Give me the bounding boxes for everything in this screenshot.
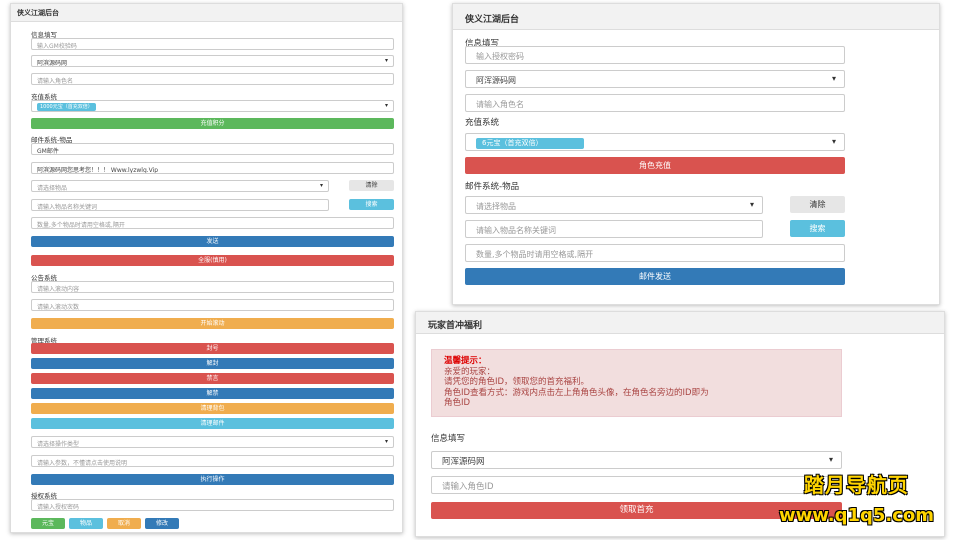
item-search-input[interactable]: 请输入物品名称关键词 [31, 199, 329, 211]
alert-line: 亲爱的玩家： [444, 366, 496, 377]
clear-button[interactable]: 清除 [790, 196, 845, 213]
info-label: 信息填写 [431, 434, 466, 444]
clear-button[interactable]: 清除 [349, 180, 394, 191]
quantity-input[interactable]: 数量,多个物品时请用空格或,隔开 [465, 244, 845, 262]
recharge-label: 充值系统 [31, 93, 57, 101]
recharge-tag: 6元宝（首充双倍） [476, 138, 584, 149]
panel-a-title: 侠义江湖后台 [11, 4, 402, 22]
notice-alert: 温馨提示： 亲爱的玩家： 请凭您的角色ID，领取您的首充福利。 角色ID查看方式… [431, 349, 842, 417]
op-param-input[interactable]: 请输入参数，不懂请点击使用说明 [31, 455, 394, 467]
recharge-button[interactable]: 角色充值 [465, 157, 845, 174]
panel-first-recharge: 玩家首冲福利 温馨提示： 亲爱的玩家： 请凭您的角色ID，领取您的首充福利。 角… [415, 311, 945, 537]
unmute-button[interactable]: 解禁 [31, 388, 394, 399]
auth-yuanbao-button[interactable]: 元宝 [31, 518, 65, 529]
quantity-input[interactable]: 数量,多个物品时请用空格或,隔开 [31, 217, 394, 229]
clear-bag-button[interactable]: 清理背包 [31, 403, 394, 414]
server-select[interactable]: 阿浑源码网 [465, 70, 845, 88]
auth-label: 授权系统 [31, 492, 57, 500]
role-name-input[interactable]: 请输入角色名 [465, 94, 845, 112]
server-select[interactable]: 阿浑源码网 [431, 451, 842, 469]
role-id-input[interactable]: 请输入角色ID [431, 476, 842, 494]
info-label: 信息填写 [31, 31, 57, 39]
alert-line: 请凭您的角色ID，领取您的首充福利。 [444, 377, 590, 387]
notice-label: 公告系统 [31, 274, 57, 282]
info-label: 信息填写 [465, 39, 500, 49]
auth-password-input[interactable]: 输入授权密码 [465, 46, 845, 64]
mail-label: 邮件系统-物品 [465, 182, 520, 192]
recharge-label: 充值系统 [465, 118, 500, 128]
search-button[interactable]: 搜索 [790, 220, 845, 237]
mute-button[interactable]: 禁言 [31, 373, 394, 384]
item-search-input[interactable]: 请输入物品名称关键词 [465, 220, 763, 238]
gm-password-input[interactable]: 输入GM校验码 [31, 38, 394, 50]
alert-line: 角色ID [444, 398, 471, 408]
mail-title-input[interactable]: GM邮件 [31, 143, 394, 155]
panel-admin-compact: 侠义江湖后台 信息填写 输入授权密码 阿浑源码网 请输入角色名 充值系统 6元宝… [452, 3, 940, 305]
panel-c-title: 玩家首冲福利 [416, 312, 944, 334]
notice-start-button[interactable]: 开始滚动 [31, 318, 394, 329]
claim-button[interactable]: 领取首充 [431, 502, 842, 519]
mail-content-input[interactable]: 阿滨源码网您思考您！！！ Www.lyzwlg.Vip [31, 162, 394, 174]
unban-button[interactable]: 解封 [31, 358, 394, 369]
role-name-input[interactable]: 请输入角色名 [31, 73, 394, 85]
clear-mail-button[interactable]: 清理邮件 [31, 418, 394, 429]
watermark-url: www.q1q5.com [779, 505, 935, 526]
watermark-title: 踏月导航页 [804, 473, 909, 497]
send-button[interactable]: 发送 [31, 236, 394, 247]
auth-cancel-button[interactable]: 取消 [107, 518, 141, 529]
item-select[interactable]: 请选择物品 [465, 196, 763, 214]
alert-title: 温馨提示： [444, 356, 487, 366]
recharge-select[interactable]: 6元宝（首充双倍） [465, 133, 845, 151]
server-select[interactable]: 阿滨源码网 [31, 55, 394, 67]
auth-password-input[interactable]: 请输入授权密码 [31, 499, 394, 511]
notice-content-input[interactable]: 请输入滚动内容 [31, 281, 394, 293]
panel-admin-full: 侠义江湖后台 信息填写 输入GM校验码 阿滨源码网 请输入角色名 充值系统 10… [10, 3, 403, 533]
recharge-tag: 1000元宝（首充双倍） [37, 103, 96, 111]
exec-button[interactable]: 执行操作 [31, 474, 394, 485]
alert-line: 角色ID查看方式：游戏内点击左上角角色头像，在角色名旁边的ID即为 [444, 387, 709, 398]
ban-button[interactable]: 封号 [31, 343, 394, 354]
mail-send-button[interactable]: 邮件发送 [465, 268, 845, 285]
auth-item-button[interactable]: 物品 [69, 518, 103, 529]
notice-count-input[interactable]: 请输入滚动次数 [31, 299, 394, 311]
panel-b-title: 侠义江湖后台 [453, 4, 939, 30]
recharge-button[interactable]: 充值积分 [31, 118, 394, 129]
mail-label: 邮件系统-物品 [31, 136, 73, 144]
manage-label: 管理系统 [31, 337, 57, 345]
recharge-select[interactable]: 1000元宝（首充双倍） [31, 100, 394, 112]
op-type-select[interactable]: 请选择操作类型 [31, 436, 394, 448]
send-all-button[interactable]: 全服(慎用) [31, 255, 394, 266]
auth-modify-button[interactable]: 修改 [145, 518, 179, 529]
item-select[interactable]: 请选择物品 [31, 180, 329, 192]
search-button[interactable]: 搜索 [349, 199, 394, 210]
